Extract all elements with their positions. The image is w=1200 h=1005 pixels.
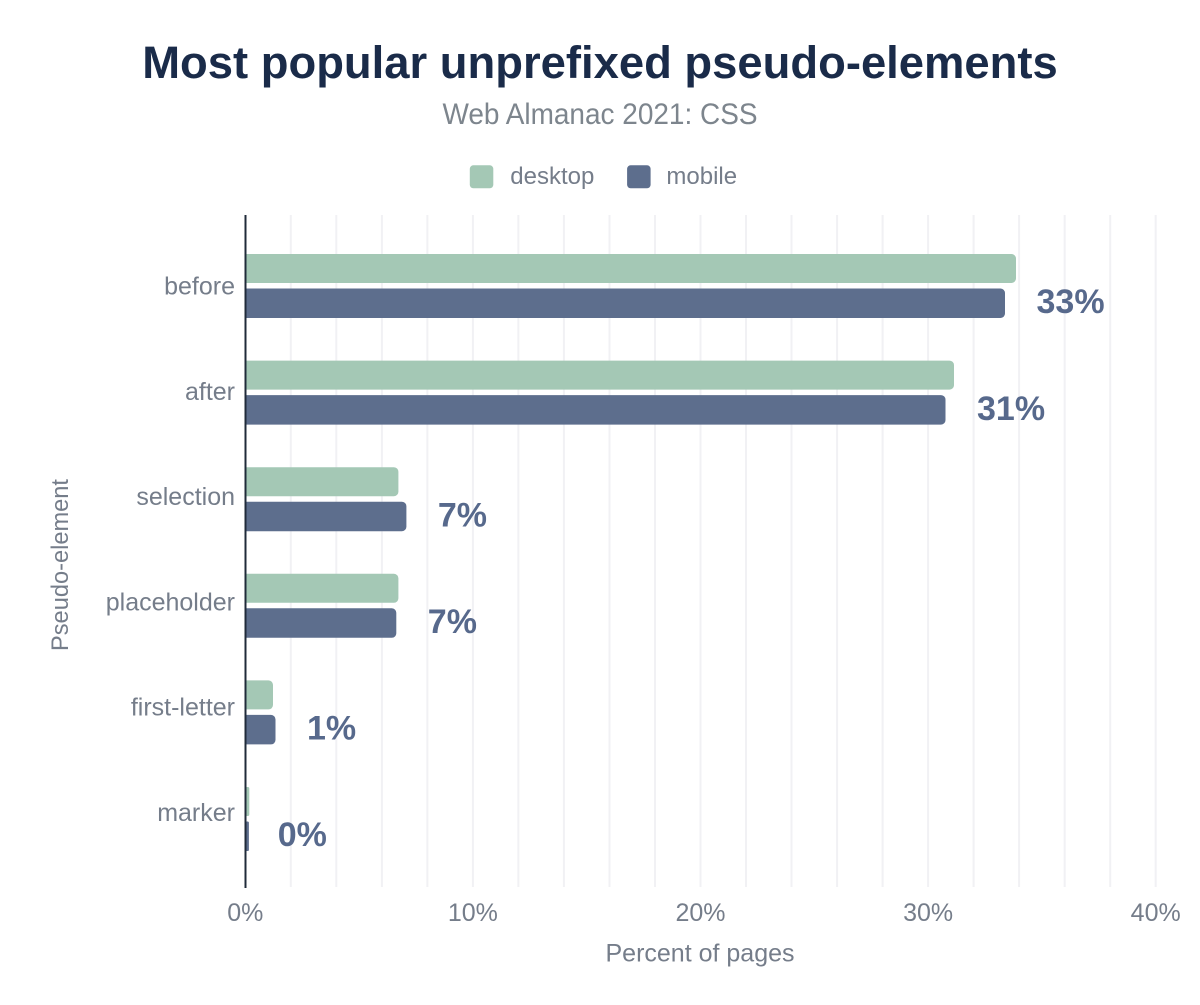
svg-text:7%: 7% [428, 603, 477, 641]
svg-text:31%: 31% [977, 390, 1045, 428]
svg-text:after: after [185, 378, 235, 406]
svg-text:40%: 40% [1131, 899, 1181, 927]
svg-text:marker: marker [157, 799, 235, 827]
svg-text:1%: 1% [307, 710, 356, 748]
svg-text:mobile: mobile [666, 163, 737, 190]
svg-text:7%: 7% [438, 497, 487, 535]
svg-text:0%: 0% [278, 816, 327, 854]
svg-text:Most popular unprefixed pseudo: Most popular unprefixed pseudo-elements [142, 37, 1057, 88]
svg-text:30%: 30% [903, 899, 953, 927]
svg-text:desktop: desktop [510, 163, 594, 190]
svg-text:10%: 10% [448, 899, 498, 927]
svg-text:first-letter: first-letter [131, 694, 235, 722]
svg-text:Pseudo-element: Pseudo-element [47, 479, 74, 651]
svg-text:before: before [164, 273, 235, 301]
svg-text:Percent of pages: Percent of pages [605, 940, 794, 968]
svg-text:selection: selection [136, 483, 235, 511]
svg-text:20%: 20% [675, 899, 725, 927]
svg-text:placeholder: placeholder [106, 588, 235, 616]
svg-text:0%: 0% [227, 899, 263, 927]
svg-text:Web Almanac 2021: CSS: Web Almanac 2021: CSS [443, 98, 758, 131]
svg-text:33%: 33% [1037, 283, 1105, 321]
